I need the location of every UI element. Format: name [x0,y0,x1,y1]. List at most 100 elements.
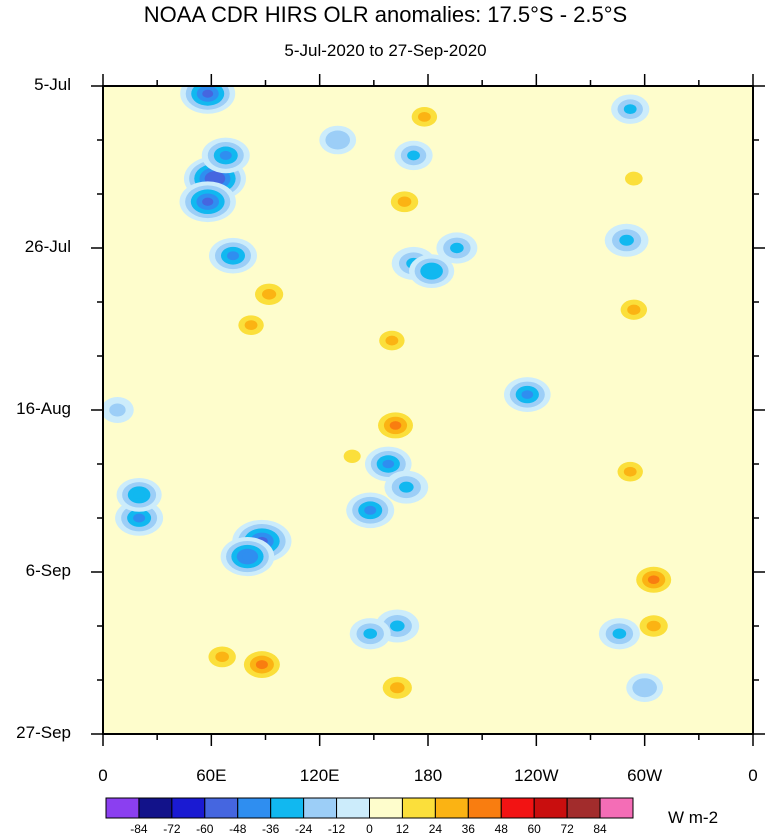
contour-level [363,628,378,639]
anomaly-feature [632,610,675,642]
contour-level [521,390,534,399]
contour-level [417,111,431,122]
anomaly-feature [409,254,455,289]
anomaly-feature [394,140,433,171]
colorbar-swatch [171,797,206,819]
contour-level [343,449,361,463]
axis-ticks [91,74,765,746]
contour-level [407,150,420,161]
anomaly-feature [201,641,243,673]
anomaly-feature [179,181,236,223]
y-tick-label: 16-Aug [16,399,71,418]
contour-level [331,135,344,145]
contour-level [389,421,402,430]
colorbar-label: -60 [196,822,214,836]
anomaly-feature [616,164,652,193]
x-tick-label: 0 [748,766,758,785]
colorbar-label: -48 [229,822,247,836]
x-tick-label: 120W [514,766,559,785]
anomaly-feature [604,223,649,257]
y-tick-label: 6-Sep [25,561,71,580]
anomaly-feature [103,397,134,423]
colorbar-swatch [369,797,403,819]
anomaly-feature [247,278,291,311]
contour-level [390,682,405,694]
contour-level [262,288,277,300]
x-tick-label: 60E [196,766,227,785]
anomaly-feature [346,492,395,529]
colorbar-swatch [138,797,173,819]
anomaly-feature [630,562,677,598]
contour-level [227,251,239,261]
y-tick-label: 5-Jul [34,75,71,94]
anomaly-feature [468,360,496,383]
anomaly-feature [209,237,257,274]
x-tick-label: 180 [413,766,443,785]
anomaly-feature [372,408,419,443]
contour-level [475,365,489,378]
colorbar-swatch [467,797,502,819]
contour-level [399,481,414,493]
colorbar-label: -72 [163,822,181,836]
anomaly-feature [614,294,654,325]
anomaly-feature [504,377,551,412]
colorbar-units: W m-2 [668,808,719,827]
colorbar-label: 36 [461,822,475,836]
anomaly-feature [568,499,595,522]
anomaly-feature [237,646,286,683]
colorbar-label: 48 [494,822,508,836]
colorbar-swatch [533,797,568,819]
contour-level [625,171,643,186]
contour-level [612,628,627,639]
contour-level [133,513,146,523]
colorbar-swatch [237,797,272,819]
colorbar-label: 72 [560,822,574,836]
anomaly-feature [220,536,275,577]
anomaly-feature [611,94,650,124]
contour-level [382,459,395,469]
colorbar-label: 24 [428,822,443,836]
colorbar-label: 60 [527,822,541,836]
contour-level [390,620,405,632]
colorbar-label: -24 [294,822,313,836]
anomaly-feature [201,137,250,174]
colorbar-label: -84 [130,822,148,836]
colorbar-swatch [204,797,239,819]
y-tick-label: 27-Sep [16,723,71,742]
colorbar-swatch [401,797,436,819]
anomaly-feature [375,671,420,705]
contour-level [244,320,258,331]
contour-level [623,466,637,477]
contour-level [385,335,399,346]
anomaly-feature [626,673,664,703]
contour-level [255,660,268,670]
colorbar-label: 12 [395,822,410,836]
colorbar-label: -36 [262,822,280,836]
anomaly-feature [319,125,357,155]
x-tick-label: 0 [98,766,108,785]
anomaly-feature [231,310,271,340]
x-tick-label: 60W [627,766,663,785]
contour-level [242,552,253,561]
contour-level [109,403,126,417]
contour-level [215,651,229,663]
anomaly-feature [372,325,411,356]
contour-level [397,196,412,207]
anomaly-feature [436,232,478,264]
colorbar-label: -12 [327,822,346,836]
contour-level [647,575,660,585]
contour-level [619,234,634,246]
anomaly-feature [384,186,426,218]
contour-level [623,104,637,115]
anomaly-feature [611,457,650,487]
contour-level [219,150,232,160]
contour-level [209,174,221,183]
colorbar-swatch [500,797,535,819]
x-tick-label: 120E [299,766,340,785]
anomaly-feature [405,102,444,132]
anomaly-feature [349,618,391,650]
y-tick-label: 26-Jul [24,237,71,256]
contour-level [638,682,651,693]
contour-level [364,505,377,515]
colorbar-swatch [566,797,601,819]
